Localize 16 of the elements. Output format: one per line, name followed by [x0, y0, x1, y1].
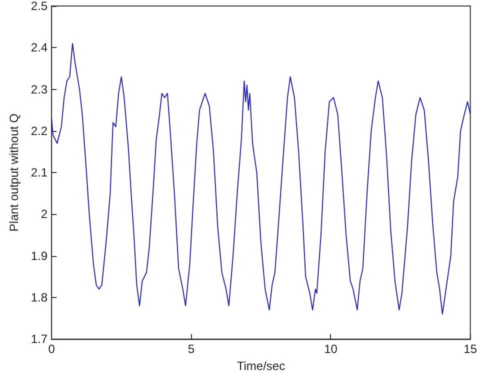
x-tick-label: 0	[48, 342, 56, 356]
y-axis-title: Plant output without Q	[7, 114, 21, 232]
y-tick-label: 1.7	[30, 332, 48, 346]
y-tick-label: 2.4	[30, 40, 48, 55]
y-tick-label: 2.3	[30, 82, 48, 96]
y-tick-label: 1.8	[30, 290, 48, 304]
y-tick-label: 2.5	[30, 0, 48, 13]
x-tick-label: 10	[324, 342, 338, 356]
x-tick-label: 5	[188, 342, 195, 356]
y-tick-label: 1.9	[30, 248, 48, 263]
y-tick-label: 2.2	[30, 124, 48, 138]
y-tick-label: 2.1	[30, 166, 48, 180]
y-tick-label: 2	[40, 207, 48, 222]
line-series	[51, 42, 471, 315]
x-axis-title: Time/sec	[236, 359, 286, 373]
x-tick-label: 15	[464, 342, 478, 356]
